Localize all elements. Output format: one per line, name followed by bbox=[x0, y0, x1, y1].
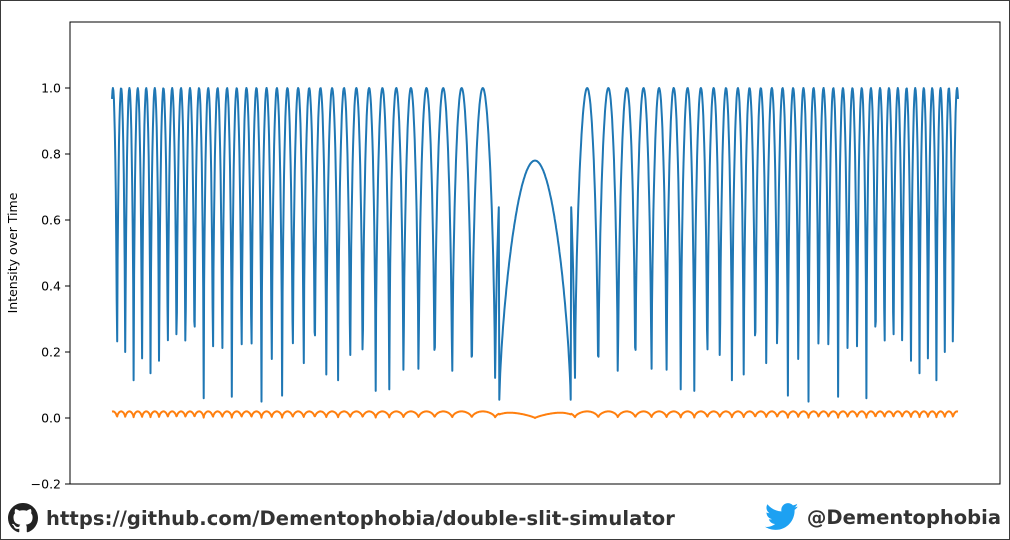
y-tick-label: 0.6 bbox=[41, 213, 61, 228]
y-tick-label: −0.2 bbox=[31, 477, 61, 492]
y-tick-label: 0.0 bbox=[41, 411, 61, 426]
y-axis-title: Intensity over Time bbox=[5, 192, 20, 313]
twitter-link[interactable]: @Dementophobia bbox=[764, 503, 1001, 531]
y-axis: −0.2 0.0 0.2 0.4 0.6 0.8 1.0 bbox=[31, 81, 70, 492]
repo-link[interactable]: https://github.com/Dementophobia/double-… bbox=[8, 503, 675, 533]
y-tick-label: 1.0 bbox=[41, 81, 61, 96]
y-tick-label: 0.2 bbox=[41, 345, 61, 360]
twitter-handle-text: @Dementophobia bbox=[806, 505, 1001, 529]
repo-url-text: https://github.com/Dementophobia/double-… bbox=[46, 506, 675, 530]
y-tick-label: 0.4 bbox=[41, 279, 61, 294]
github-icon bbox=[8, 503, 38, 533]
footer: https://github.com/Dementophobia/double-… bbox=[0, 498, 1010, 538]
series-baseline-line bbox=[111, 410, 959, 419]
series-interference-line bbox=[111, 87, 959, 403]
intensity-chart: −0.2 0.0 0.2 0.4 0.6 0.8 1.0 Intensity over Ti… bbox=[5, 21, 1001, 492]
y-tick-label: 0.8 bbox=[41, 147, 61, 162]
twitter-bird-icon bbox=[764, 503, 799, 530]
